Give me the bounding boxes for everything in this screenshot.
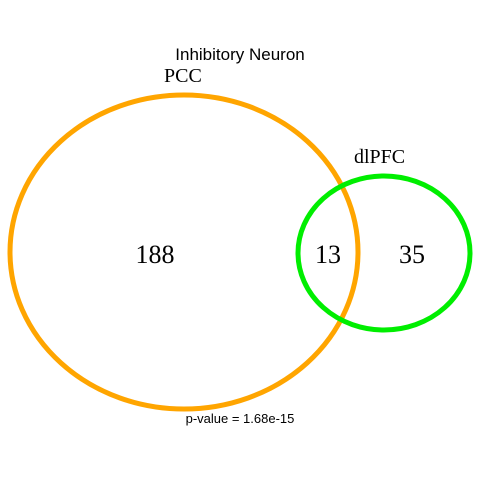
p-value-footnote: p-value = 1.68e-15 [186, 411, 295, 426]
overlap-count: 13 [315, 240, 341, 269]
pcc-only-count: 188 [136, 240, 175, 269]
dlpfc-circle [295, 173, 473, 333]
pcc-label: PCC [164, 65, 202, 87]
diagram-title: Inhibitory Neuron [175, 45, 304, 64]
dlpfc-only-count: 35 [399, 240, 425, 269]
dlpfc-label: dlPFC [354, 146, 405, 168]
pcc-circle [7, 92, 361, 412]
